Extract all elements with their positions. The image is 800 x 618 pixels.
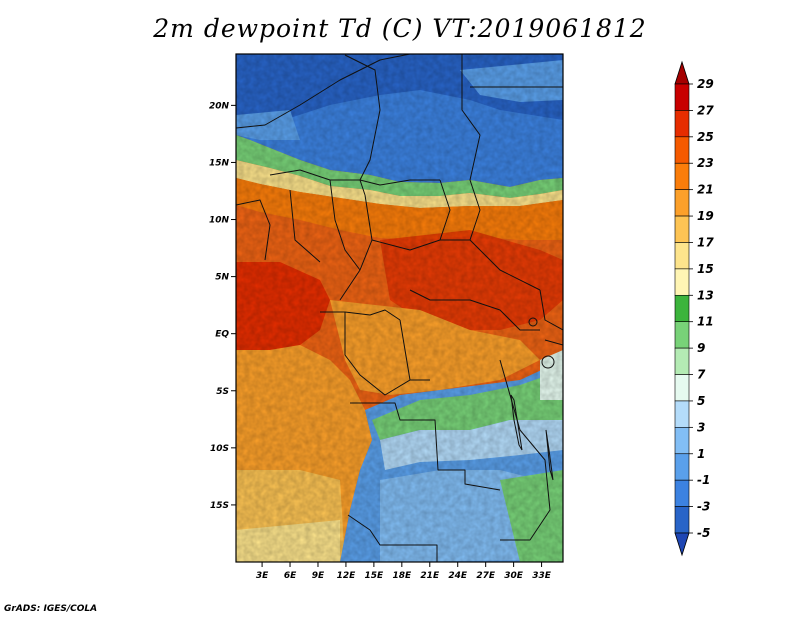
lat-tick-label: EQ [215, 330, 229, 340]
lon-tick-label: 3E [256, 571, 269, 581]
colorbar-label: 17 [697, 235, 714, 249]
latitude-ticks: 20N 15N 10N 5N EQ 5S 10S 15S [209, 101, 236, 511]
colorbar-segment [674, 268, 690, 296]
colorbar-label: -5 [697, 526, 710, 540]
colorbar-label: 13 [697, 288, 714, 302]
lon-tick-label: 30E [504, 571, 524, 581]
lon-tick-label: 18E [392, 571, 412, 581]
map-title: 2m dewpoint Td (C) VT:2019061812 [153, 14, 647, 43]
colorbar-label: 9 [697, 341, 705, 355]
map-frame [235, 53, 564, 563]
colorbar-label: 11 [697, 315, 714, 329]
colorbar-label: -1 [697, 473, 710, 487]
colorbar-label: 7 [697, 368, 706, 382]
lon-tick-label: 9E [312, 571, 325, 581]
colorbar-segment [674, 242, 690, 270]
colorbar-label: 27 [697, 103, 714, 117]
colorbar-segment [674, 479, 690, 507]
colorbar-label: -3 [697, 500, 710, 514]
longitude-ticks: 3E 6E 9E 12E 15E 18E 21E 24E 27E 30E 33E [256, 562, 552, 581]
lon-tick-label: 27E [476, 571, 496, 581]
country-borders [236, 54, 563, 562]
colorbar-segment [674, 374, 690, 402]
colorbar-segment [674, 162, 690, 190]
lat-tick-label: 5S [216, 387, 229, 397]
colorbar-bottom-arrow [674, 532, 690, 557]
colorbar-segment [674, 110, 690, 138]
colorbar-label: 21 [697, 183, 714, 197]
colorbar-label: 15 [697, 262, 714, 276]
colorbar-segment [674, 136, 690, 164]
colorbar-top-arrow [674, 60, 690, 85]
lat-tick-label: 20N [209, 101, 230, 111]
colorbar-label: 5 [697, 394, 705, 408]
lakes [510, 317, 555, 481]
lat-tick-label: 10S [210, 444, 229, 454]
credit-text: GrADS: IGES/COLA [4, 604, 98, 614]
lon-tick-label: 33E [532, 571, 552, 581]
colorbar-segment [674, 83, 690, 111]
lon-tick-label: 6E [284, 571, 297, 581]
dewpoint-field [236, 54, 563, 562]
colorbar-label: 23 [697, 156, 714, 170]
colorbar-segment [674, 453, 690, 481]
lat-tick-label: 10N [209, 216, 230, 226]
colorbar-label: 1 [697, 447, 705, 461]
lat-tick-label: 5N [215, 273, 229, 283]
colorbar-segment [674, 347, 690, 375]
colorbar-segment [674, 189, 690, 217]
colorbar-label: 25 [697, 130, 714, 144]
colorbar-label: 19 [697, 209, 714, 223]
lat-tick-label: 15S [210, 501, 229, 511]
lat-tick-label: 15N [209, 158, 230, 168]
colorbar-segment [674, 506, 690, 534]
colorbar-segment [674, 294, 690, 323]
colorbar: 29 27 25 23 21 19 17 15 13 11 9 7 5 3 1 -1 -3 -5 [674, 60, 714, 557]
colorbar-label: 29 [697, 77, 714, 91]
lon-tick-label: 12E [337, 571, 357, 581]
colorbar-segment [674, 321, 690, 349]
lon-tick-label: 15E [365, 571, 385, 581]
lon-tick-label: 24E [448, 571, 468, 581]
colorbar-segment [674, 400, 690, 428]
colorbar-segment [674, 215, 690, 243]
lon-tick-label: 21E [420, 571, 440, 581]
colorbar-segment [674, 427, 690, 455]
colorbar-label: 3 [697, 420, 705, 434]
